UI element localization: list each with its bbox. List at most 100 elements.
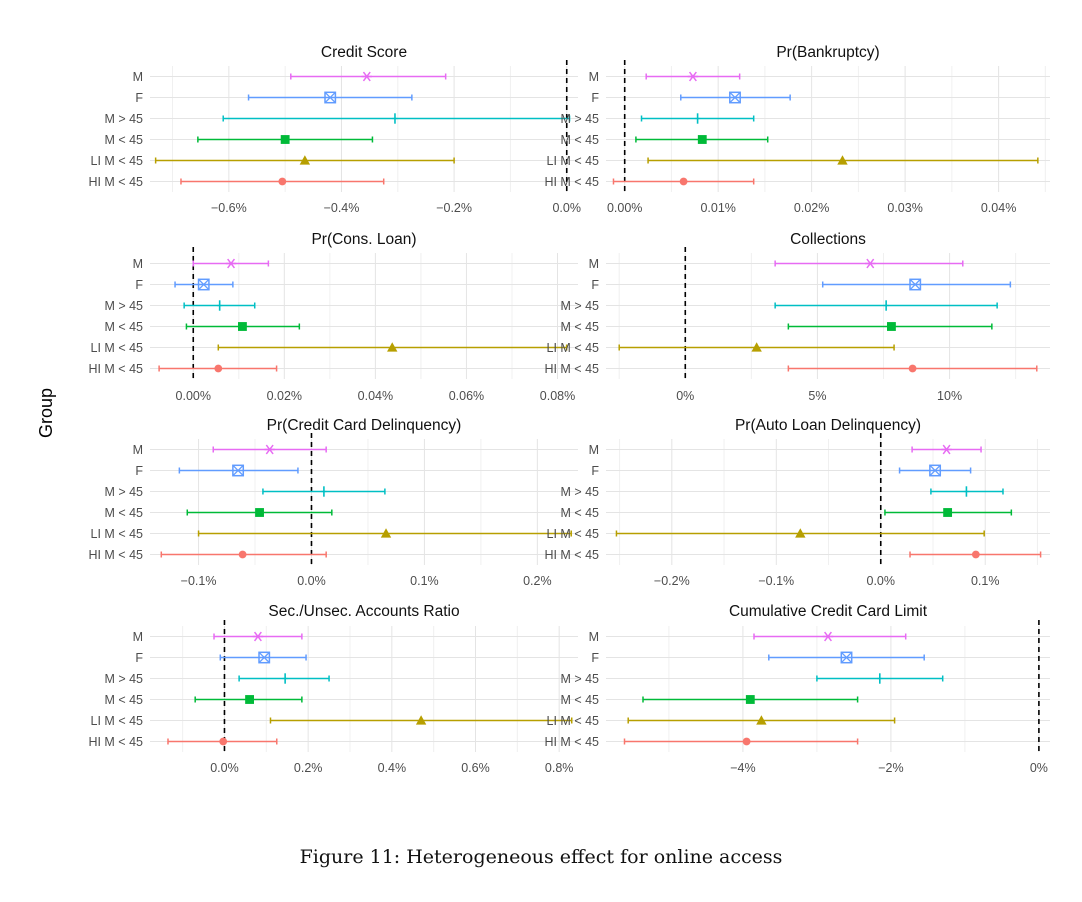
x-tick-label: 0.4% (378, 761, 407, 775)
y-tick-label: HI M < 45 (88, 362, 143, 376)
figure-caption: Figure 11: Heterogeneous effect for onli… (299, 846, 783, 868)
marker-square (238, 322, 247, 331)
x-tick-label: 0.06% (449, 389, 484, 403)
error-bar (821, 281, 1012, 288)
y-tick-label: LI M < 45 (547, 154, 600, 168)
marker-triangle (795, 528, 806, 538)
y-tick-label: LI M < 45 (91, 154, 144, 168)
point-estimate (943, 508, 953, 517)
y-tick-label: HI M < 45 (88, 175, 143, 189)
point-estimate (729, 91, 741, 104)
x-tick-label: 0% (676, 389, 694, 403)
x-tick-label: 5% (808, 389, 826, 403)
marker-circle (971, 550, 980, 559)
x-tick-label: −0.6% (211, 201, 247, 215)
point-estimate (887, 322, 896, 331)
y-tick-label: HI M < 45 (88, 735, 143, 749)
y-tick-label: M < 45 (560, 693, 599, 707)
x-tick-label: 0.6% (461, 761, 490, 775)
x-tick-label: 0% (1030, 761, 1048, 775)
x-tick-label: 0.04% (358, 389, 393, 403)
y-tick-label: F (135, 278, 143, 292)
marker-square (887, 322, 896, 331)
marker-circle (679, 177, 688, 186)
x-tick-label: 0.00% (176, 389, 211, 403)
x-tick-label: 0.08% (540, 389, 575, 403)
marker-circle (742, 737, 751, 746)
x-tick-label: 0.02% (267, 389, 302, 403)
marker-triangle (380, 528, 392, 538)
x-tick-label: −0.1% (758, 574, 794, 588)
point-estimate (238, 322, 247, 331)
panel-title: Pr(Cons. Loan) (311, 231, 416, 248)
point-estimate (929, 464, 942, 477)
x-tick-label: 0.0% (297, 574, 326, 588)
error-bar (623, 738, 859, 745)
x-tick-label: 0.1% (971, 574, 1000, 588)
x-tick-label: −2% (878, 761, 903, 775)
marker-circle (908, 364, 917, 373)
marker-stroke (866, 258, 875, 269)
marker-square (909, 278, 922, 291)
point-estimate (238, 550, 247, 559)
y-tick-label: HI M < 45 (544, 548, 599, 562)
y-tick-label: M > 45 (104, 485, 143, 499)
y-tick-label: M > 45 (560, 299, 599, 313)
x-tick-label: −4% (730, 761, 755, 775)
y-tick-label: M > 45 (104, 299, 143, 313)
y-tick-label: M (133, 70, 143, 84)
marker-stroke (232, 464, 244, 477)
point-estimate (697, 135, 707, 144)
marker-triangle (415, 715, 427, 725)
y-tick-label: M < 45 (560, 320, 599, 334)
x-tick-label: −0.4% (324, 201, 360, 215)
point-estimate (232, 464, 245, 477)
y-tick-label: F (135, 651, 143, 665)
y-tick-label: LI M < 45 (91, 527, 144, 541)
x-tick-label: −0.2% (654, 574, 690, 588)
y-tick-label: LI M < 45 (547, 527, 600, 541)
point-estimate (245, 695, 254, 704)
y-tick-label: F (135, 464, 143, 478)
y-tick-label: M (133, 257, 143, 271)
marker-circle (278, 177, 287, 186)
y-tick-label: HI M < 45 (544, 362, 599, 376)
y-tick-label: M (133, 630, 143, 644)
point-estimate (687, 71, 699, 82)
marker-circle (214, 364, 223, 373)
panel-6: Pr(Auto Loan Delinquency) −0.2% −0.1% 0.0% 0… (544, 417, 1050, 588)
y-tick-label: M (589, 257, 599, 271)
point-estimate (278, 177, 287, 186)
point-estimate (840, 651, 853, 664)
point-estimate (756, 715, 767, 725)
point-estimate (877, 673, 883, 684)
marker-stroke (729, 91, 741, 104)
marker-triangle (837, 155, 848, 165)
point-estimate (908, 364, 917, 373)
marker-square (232, 464, 245, 477)
marker-square (840, 651, 853, 664)
point-estimate (941, 444, 952, 455)
marker-square (258, 651, 271, 664)
x-tick-label: −0.2% (436, 201, 472, 215)
x-tick-label: 0.2% (523, 574, 552, 588)
y-tick-label: M (589, 70, 599, 84)
y-tick-label: LI M < 45 (91, 714, 144, 728)
marker-circle (238, 550, 247, 559)
y-axis-label: Group (36, 388, 56, 438)
marker-stroke (688, 71, 697, 82)
y-tick-label: F (591, 464, 599, 478)
x-tick-label: 0.2% (294, 761, 323, 775)
y-tick-label: M > 45 (104, 672, 143, 686)
marker-triangle (751, 342, 762, 352)
y-tick-label: M < 45 (560, 133, 599, 147)
x-tick-label: 0.0% (210, 761, 239, 775)
marker-triangle (756, 715, 767, 725)
marker-triangle (387, 342, 398, 352)
point-estimate (280, 135, 290, 144)
y-tick-label: M > 45 (560, 672, 599, 686)
point-estimate (255, 508, 264, 517)
marker-stroke (265, 444, 274, 455)
x-tick-label: −0.1% (181, 574, 217, 588)
marker-stroke (942, 444, 951, 455)
